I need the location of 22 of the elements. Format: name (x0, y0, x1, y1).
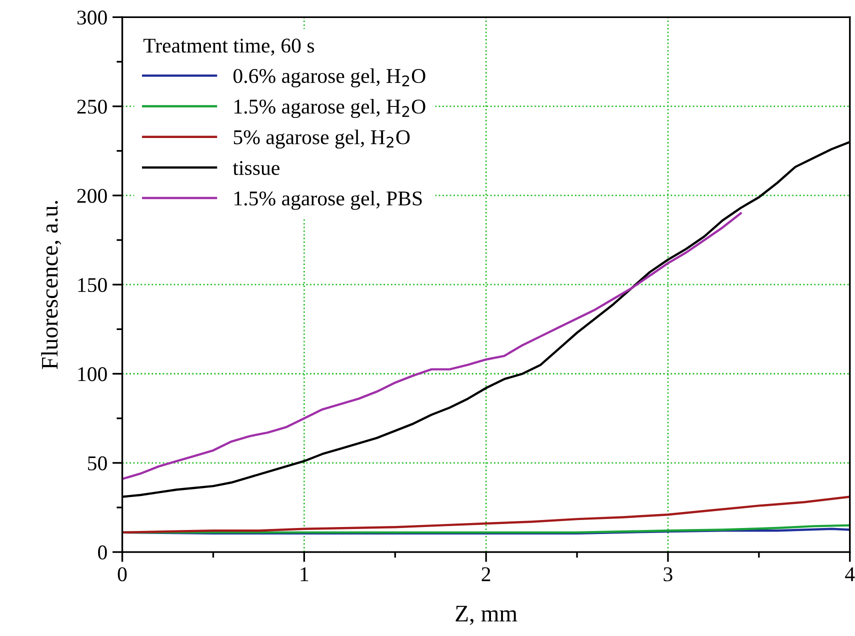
y-tick-label: 300 (77, 10, 107, 25)
x-tick-label: 1 (300, 567, 308, 582)
y-axis-title: Fluorescence, a.u. (41, 200, 62, 370)
y-tick-label: 50 (88, 456, 107, 470)
y-tick-label: 250 (77, 100, 107, 114)
legend-label: 5% agarose gel, H$_{2}$O (234, 130, 410, 149)
legend-title: Treatment time, 60 s (143, 38, 314, 56)
legend-label: 1.5% agarose gel, H$_{2}$O (234, 98, 426, 118)
x-tick-label: 3 (664, 567, 672, 582)
y-tick-label: 200 (77, 188, 107, 203)
line-series (122, 212, 742, 480)
x-axis-title: Z, mm (456, 606, 518, 625)
legend-label: tissue (232, 161, 280, 176)
x-tick-label: 2 (482, 567, 490, 582)
y-tick-label: 100 (78, 367, 107, 382)
line-series (122, 496, 850, 534)
legend-label: 1.5% agarose gel, PBS (234, 190, 422, 210)
y-tick-label: 0 (98, 545, 107, 560)
x-tick-label: 4 (845, 567, 855, 582)
y-tick-label: 150 (78, 278, 107, 292)
x-tick-label: 0 (118, 567, 127, 582)
legend-label: 0.6% agarose gel, H$_{2}$O (233, 68, 426, 88)
